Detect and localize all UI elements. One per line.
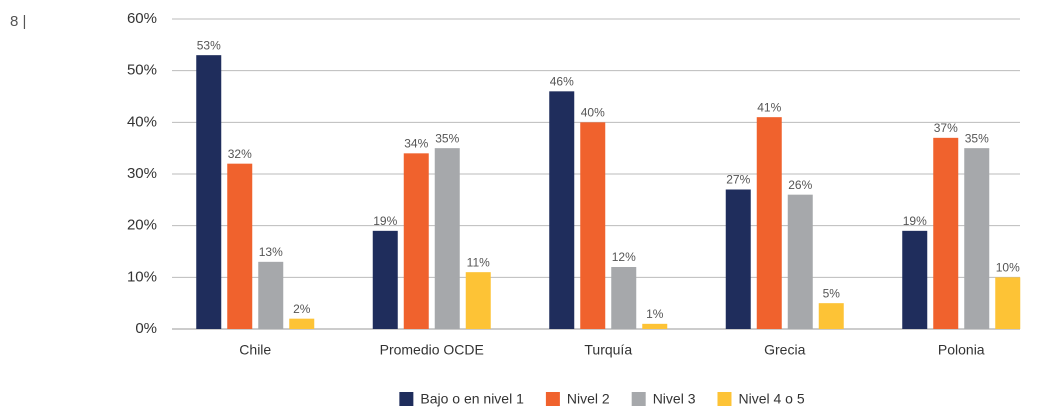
value-label: 10% bbox=[996, 261, 1020, 275]
legend-label: Nivel 4 o 5 bbox=[738, 391, 804, 407]
bar bbox=[787, 194, 813, 329]
x-tick-label: Chile bbox=[239, 342, 271, 358]
bar bbox=[642, 323, 668, 329]
bar bbox=[465, 272, 491, 329]
x-tick-label: Turquía bbox=[584, 342, 632, 358]
value-label: 1% bbox=[646, 307, 664, 321]
bar bbox=[933, 137, 959, 329]
bar bbox=[549, 91, 575, 329]
y-tick-label: 50% bbox=[127, 62, 157, 79]
value-label: 27% bbox=[726, 173, 750, 187]
legend-label: Bajo o en nivel 1 bbox=[420, 391, 524, 407]
value-label: 35% bbox=[435, 131, 459, 145]
legend-label: Nivel 2 bbox=[567, 391, 610, 407]
value-label: 19% bbox=[373, 214, 397, 228]
value-label: 12% bbox=[612, 250, 636, 264]
value-label: 11% bbox=[467, 255, 490, 269]
legend-label: Nivel 3 bbox=[653, 391, 696, 407]
legend-swatch bbox=[399, 392, 414, 406]
bar bbox=[258, 261, 284, 329]
x-tick-label: Grecia bbox=[764, 342, 805, 358]
y-tick-label: 30% bbox=[127, 165, 157, 182]
legend-swatch bbox=[717, 392, 732, 406]
value-label: 41% bbox=[757, 100, 781, 114]
value-label: 40% bbox=[581, 106, 605, 120]
y-tick-label: 60% bbox=[127, 10, 157, 27]
y-tick-label: 10% bbox=[127, 268, 157, 285]
value-label: 13% bbox=[259, 245, 283, 259]
bar bbox=[372, 230, 398, 329]
bar bbox=[725, 189, 751, 329]
value-label: 46% bbox=[550, 75, 574, 89]
x-tick-label: Polonia bbox=[938, 342, 985, 358]
bar bbox=[964, 148, 990, 329]
value-label: 26% bbox=[788, 178, 812, 192]
bar bbox=[902, 230, 928, 329]
value-label: 37% bbox=[934, 121, 958, 135]
value-label: 34% bbox=[404, 137, 428, 151]
x-tick-label: Promedio OCDE bbox=[380, 342, 484, 358]
bar bbox=[434, 148, 460, 329]
value-label: 19% bbox=[903, 214, 927, 228]
bar bbox=[580, 122, 606, 329]
bar bbox=[611, 267, 637, 329]
bar bbox=[227, 163, 253, 329]
bar bbox=[403, 153, 429, 329]
y-tick-label: 0% bbox=[135, 320, 157, 337]
page-number: 8 | bbox=[10, 13, 26, 30]
bar bbox=[995, 277, 1021, 329]
y-tick-label: 40% bbox=[127, 113, 157, 130]
bar bbox=[196, 55, 222, 330]
legend-swatch bbox=[631, 392, 646, 406]
bar bbox=[289, 318, 315, 329]
value-label: 32% bbox=[228, 147, 252, 161]
value-label: 53% bbox=[197, 38, 221, 52]
value-label: 35% bbox=[965, 131, 989, 145]
bar bbox=[818, 303, 844, 329]
bar bbox=[756, 117, 782, 330]
value-label: 2% bbox=[293, 302, 311, 316]
value-label: 5% bbox=[823, 286, 841, 300]
legend-swatch bbox=[545, 392, 560, 406]
y-tick-label: 20% bbox=[127, 217, 157, 234]
